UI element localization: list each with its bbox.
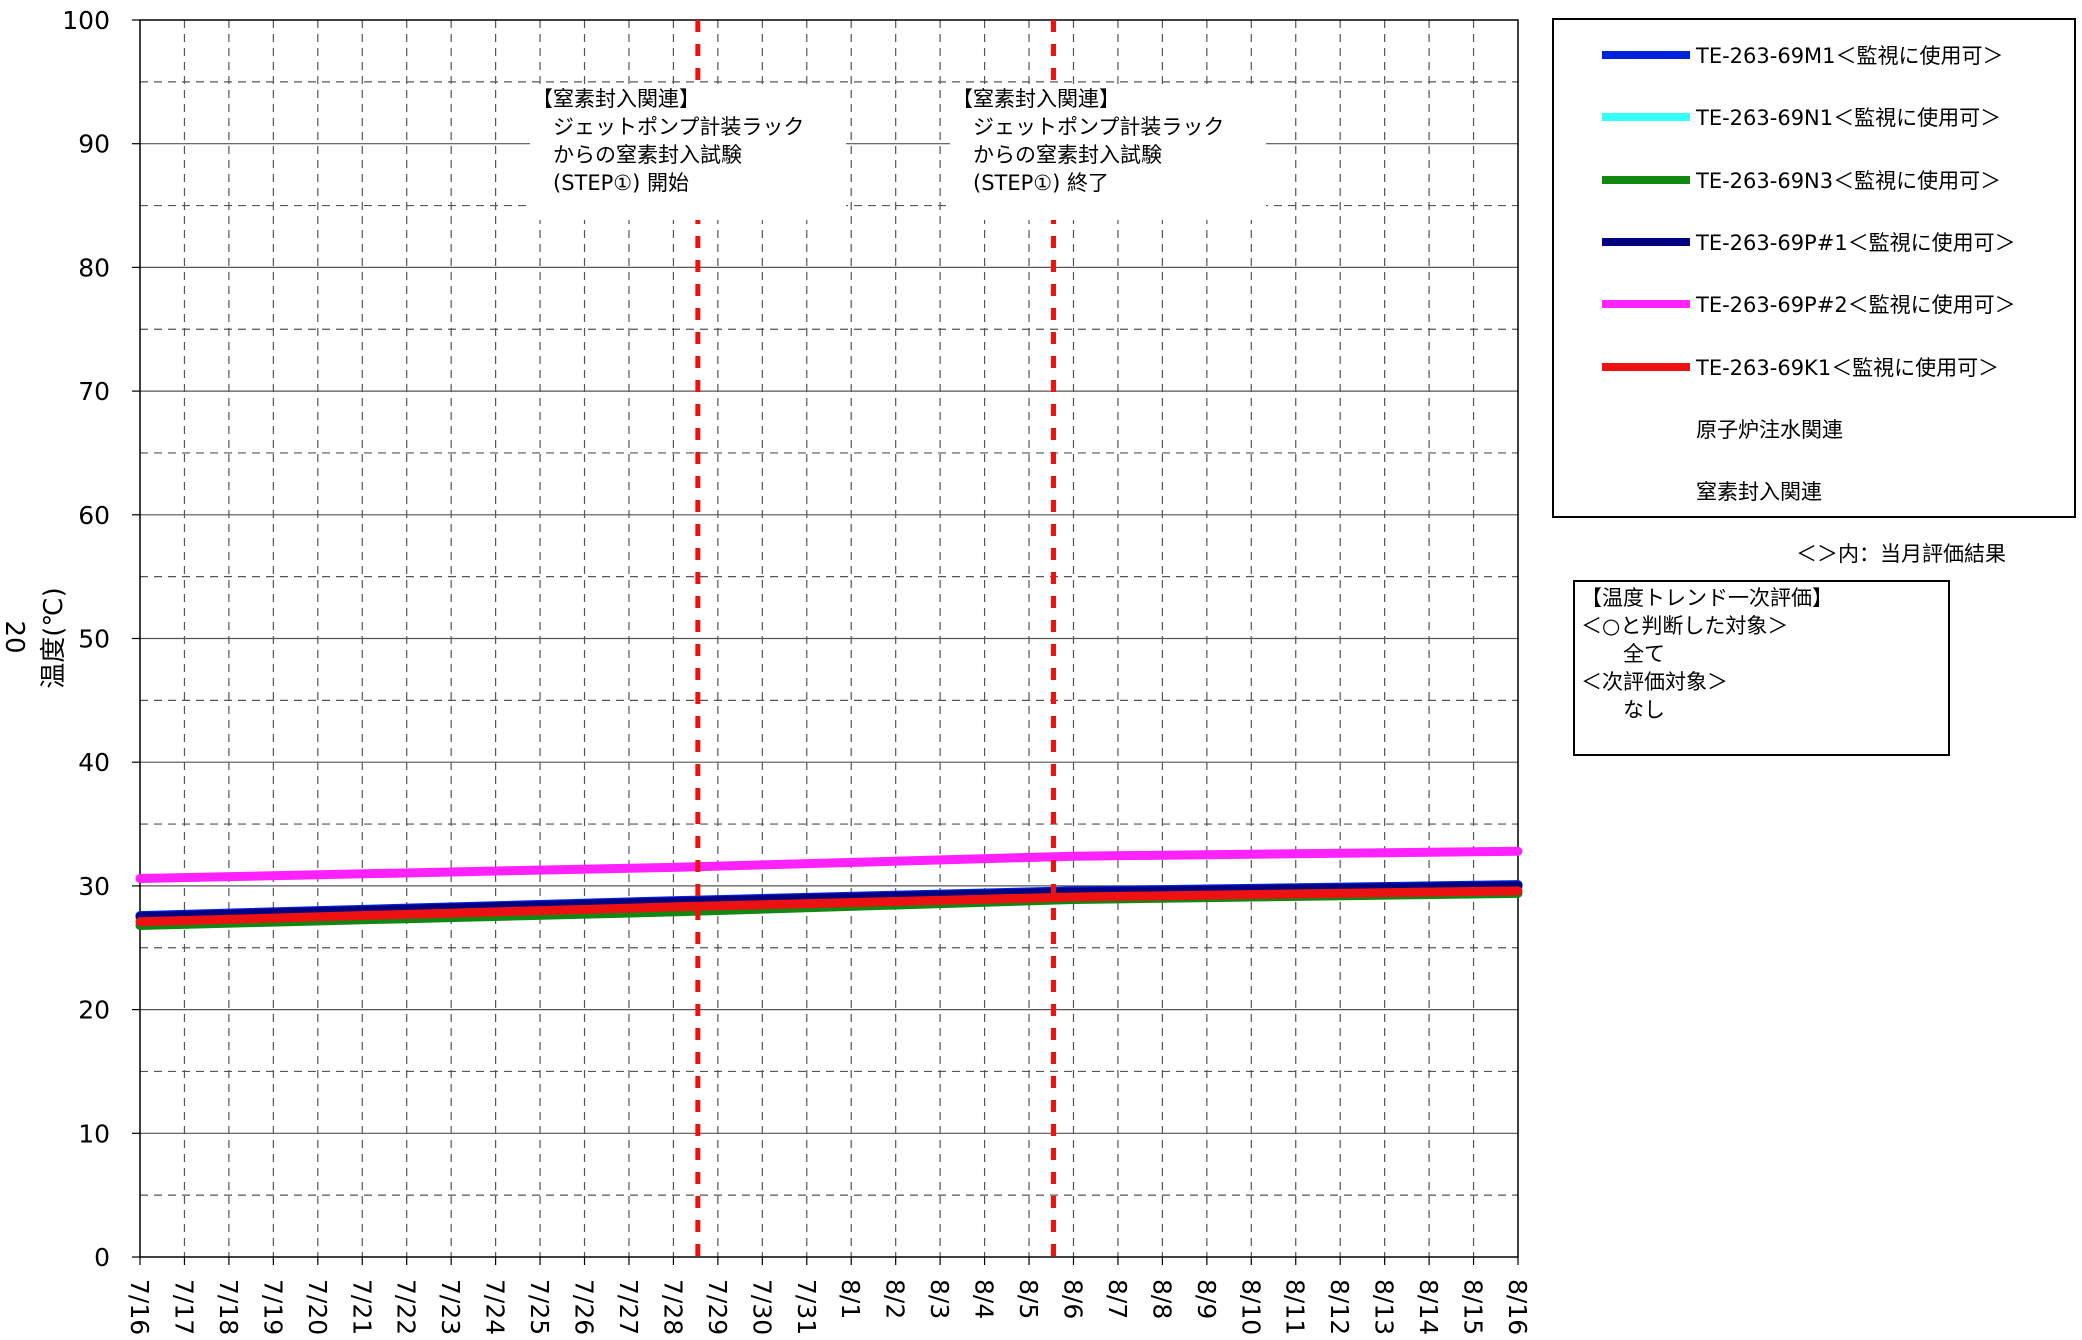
- x-tick-label: 8/13: [1370, 1279, 1399, 1335]
- x-tick-label: 8/7: [1103, 1279, 1132, 1319]
- x-tick-label: 7/27: [614, 1279, 643, 1335]
- legend-label: TE-263-69N3＜監視に使用可＞: [1696, 168, 2002, 193]
- y-tick-label: 90: [78, 130, 110, 159]
- marker-annotation-line: 【窒素封入関連】: [952, 87, 1120, 111]
- series-line: [135, 886, 1523, 927]
- evaluation-line: 【温度トレンド一次評価】: [1581, 586, 1833, 610]
- marker-annotation-line: 【窒素封入関連】: [532, 87, 700, 111]
- x-tick-label: 7/28: [658, 1279, 687, 1335]
- legend-label: TE-263-69P#2＜監視に使用可＞: [1696, 293, 2016, 318]
- legend-swatch: [1602, 113, 1690, 122]
- marker-annotation-line: ジェットポンプ計装ラック: [532, 115, 804, 139]
- x-tick-label: 7/29: [703, 1279, 732, 1335]
- marker-annotation-line: からの窒素封入試験: [952, 143, 1162, 167]
- x-tick-label: 8/4: [970, 1279, 999, 1319]
- legend-swatch: [1602, 175, 1690, 184]
- y-tick-label: 0: [94, 1243, 110, 1272]
- x-tick-label: 7/18: [214, 1279, 243, 1335]
- legend-swatch: [1602, 51, 1690, 59]
- x-tick-label: 8/15: [1459, 1279, 1488, 1335]
- legend-swatch: [1602, 362, 1690, 371]
- legend-swatch: [1602, 488, 1690, 495]
- x-tick-label: 7/31: [792, 1279, 821, 1335]
- legend-swatch: [1602, 300, 1690, 309]
- x-tick-label: 7/20: [303, 1279, 332, 1335]
- legend-item: TE-263-69N1＜監視に使用可＞: [1602, 102, 2001, 132]
- legend-item: TE-263-69P#1＜監視に使用可＞: [1602, 227, 2016, 257]
- x-tick-label: 7/21: [347, 1279, 376, 1335]
- legend-label: TE-263-69K1＜監視に使用可＞: [1696, 355, 2000, 380]
- evaluation-line: なし: [1581, 698, 1665, 722]
- x-tick-label: 7/19: [258, 1279, 287, 1335]
- evaluation-box: 【温度トレンド一次評価】 ＜○と判断した対象＞ 全て ＜次評価対象＞ なし: [1573, 580, 1950, 756]
- x-tick-label: 8/1: [836, 1279, 865, 1319]
- marker-annotation-line: (STEP①) 開始: [532, 171, 689, 195]
- y-tick-label: 40: [78, 748, 110, 777]
- annotation-cover: [532, 84, 844, 220]
- y-tick-label: 10: [78, 1119, 110, 1148]
- x-tick-label: 7/26: [570, 1279, 599, 1335]
- x-tick-label: 8/5: [1014, 1279, 1043, 1319]
- x-tick-label: 8/16: [1503, 1279, 1532, 1335]
- x-tick-label: 8/14: [1414, 1279, 1443, 1335]
- x-tick-label: 8/3: [925, 1279, 954, 1319]
- y-tick-label: 50: [78, 625, 110, 654]
- x-tick-label: 7/16: [125, 1279, 154, 1335]
- legend-item: TE-263-69K1＜監視に使用可＞: [1602, 352, 1999, 382]
- temperature-chart: 0 10 20 30 40 50 60 70 80 90 100 7/16 7/17 7/18 7/19 7/…: [0, 6, 1532, 1335]
- legend-item: TE-263-69M1＜監視に使用可＞: [1602, 40, 2004, 70]
- y-tick-label: 60: [78, 501, 110, 530]
- legend-label: TE-263-69P#1＜監視に使用可＞: [1696, 230, 2016, 255]
- x-tick-label: 8/12: [1325, 1279, 1354, 1335]
- legend-swatch: [1602, 237, 1690, 246]
- legend-label: TE-263-69N1＜監視に使用可＞: [1696, 106, 2002, 131]
- y-tick-label: 20: [78, 996, 110, 1025]
- x-tick-label: 7/23: [436, 1279, 465, 1335]
- evaluation-line: ＜○と判断した対象＞: [1581, 614, 1789, 638]
- legend-item: 原子炉注水関連: [1602, 414, 1843, 444]
- legend-item: 窒素封入関連: [1602, 476, 1822, 506]
- evaluation-line: 全て: [1581, 642, 1665, 666]
- annotation-cover: [952, 84, 1264, 220]
- x-tick-label: 7/30: [747, 1279, 776, 1335]
- y-tick-label: 80: [78, 253, 110, 282]
- x-tick-label: 7/25: [525, 1279, 554, 1335]
- legend-label: 窒素封入関連: [1696, 480, 1822, 505]
- marker-annotation-line: (STEP①) 終了: [952, 171, 1109, 195]
- legend-label: 原子炉注水関連: [1696, 417, 1843, 442]
- series-line: [135, 846, 1523, 883]
- x-tick-label: 7/17: [169, 1279, 198, 1335]
- marker-annotation-line: ジェットポンプ計装ラック: [952, 115, 1224, 139]
- x-tick-label: 8/8: [1147, 1279, 1176, 1319]
- x-tick-label: 8/11: [1281, 1279, 1310, 1335]
- legend-note: ＜＞内：当月評価結果: [1796, 542, 2006, 566]
- x-tick-label: 7/24: [481, 1279, 510, 1335]
- y-tick-label: 70: [78, 377, 110, 406]
- legend-label: TE-263-69M1＜監視に使用可＞: [1696, 44, 2004, 68]
- evaluation-line: ＜次評価対象＞: [1581, 670, 1728, 694]
- series-line: [135, 881, 1523, 922]
- legend: TE-263-69M1＜監視に使用可＞ TE-263-69N1＜監視に使用可＞ TE…: [1552, 18, 2076, 518]
- x-tick-label: 8/6: [1058, 1279, 1087, 1319]
- y-axis-label: 温度(℃): [39, 587, 69, 689]
- legend-item: TE-263-69P#2＜監視に使用可＞: [1602, 289, 2016, 319]
- x-tick-label: 8/10: [1236, 1279, 1265, 1335]
- legend-item: TE-263-69N3＜監視に使用可＞: [1602, 165, 2001, 195]
- marker-annotation-line: からの窒素封入試験: [532, 143, 742, 167]
- x-tick-label: 8/2: [881, 1279, 910, 1319]
- y-axis-prefix: 20: [0, 620, 29, 653]
- x-tick-label: 8/9: [1192, 1279, 1221, 1319]
- x-tick-label: 7/22: [392, 1279, 421, 1335]
- legend-swatch: [1602, 425, 1690, 432]
- y-tick-label: 30: [78, 872, 110, 901]
- y-tick-label: 100: [62, 6, 110, 35]
